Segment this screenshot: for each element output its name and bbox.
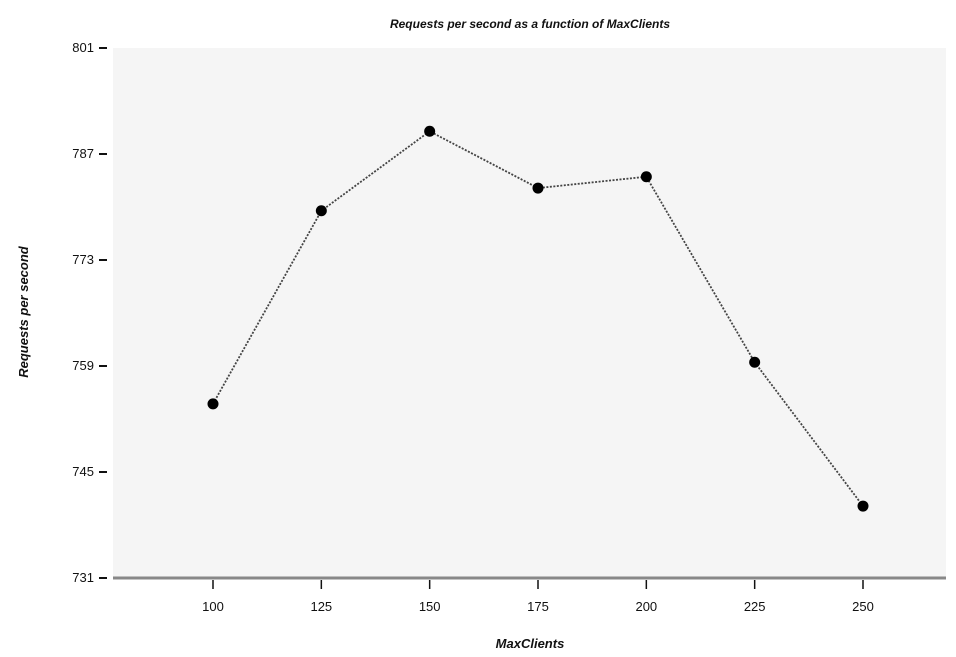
tick-labels: 731 745 759 773 787 801 100 125 150 175 200 225 250: [72, 40, 874, 614]
data-point: [315, 205, 327, 217]
x-tick-label: 150: [419, 599, 441, 614]
y-tick-label: 787: [72, 146, 94, 161]
x-tick-label: 100: [202, 599, 224, 614]
y-axis-title: Requests per second: [16, 245, 31, 378]
data-point: [857, 500, 869, 512]
data-point: [749, 356, 761, 368]
data-point: [532, 182, 544, 194]
y-tick-label: 773: [72, 252, 94, 267]
y-tick-label: 759: [72, 358, 94, 373]
x-tick-label: 125: [310, 599, 332, 614]
x-tick-label: 175: [527, 599, 549, 614]
x-axis-title: MaxClients: [496, 636, 565, 651]
y-tick-label: 801: [72, 40, 94, 55]
data-point: [640, 171, 652, 183]
series-layer: [207, 125, 869, 512]
y-tick-label: 731: [72, 570, 94, 585]
x-tick-label: 250: [852, 599, 874, 614]
axes: [99, 47, 946, 589]
data-point: [207, 398, 219, 410]
plot-area-background: [113, 48, 946, 578]
data-point: [424, 125, 436, 137]
y-tick-label: 745: [72, 464, 94, 479]
x-tick-label: 225: [744, 599, 766, 614]
x-tick-label: 200: [635, 599, 657, 614]
chart-title: Requests per second as a function of Max…: [390, 17, 670, 31]
